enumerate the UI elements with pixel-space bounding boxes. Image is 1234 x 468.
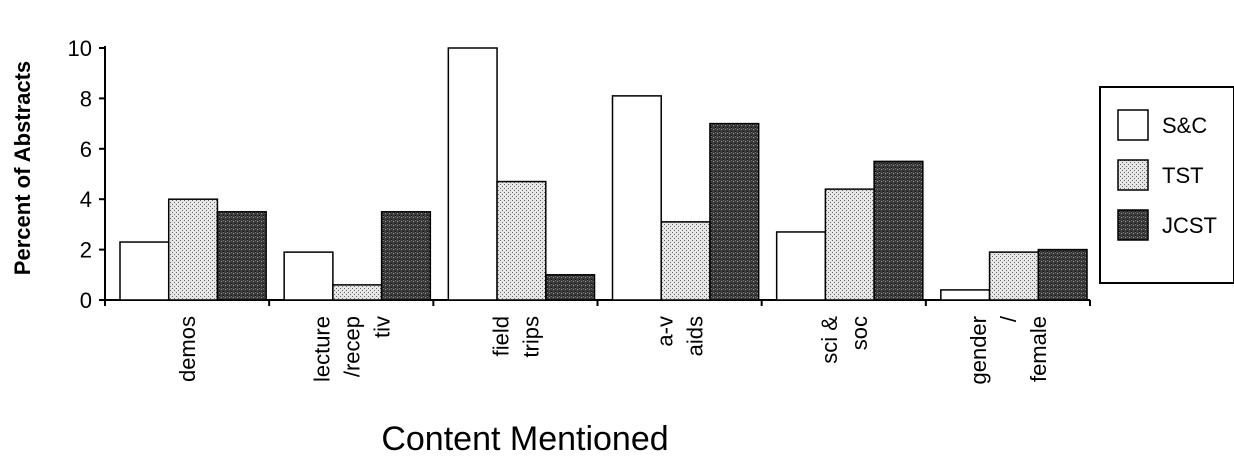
legend-swatch-sc [1118,110,1148,140]
bar-sc-0 [120,242,169,300]
x-category-label: / [996,315,1021,322]
y-tick-label: 10 [68,36,92,61]
bar-tst-5 [990,252,1039,300]
bar-tst-0 [169,199,218,300]
x-category-label: aids [683,316,708,356]
legend-label: TST [1162,163,1204,188]
y-tick-label: 0 [80,288,92,313]
y-tick-label: 6 [80,137,92,162]
bar-tst-3 [661,222,710,300]
x-category-label: female [1026,316,1051,382]
x-category-label: sci & [817,316,842,364]
bar-jcst-2 [546,275,595,300]
bar-jcst-5 [1038,250,1087,300]
y-tick-label: 8 [80,86,92,111]
bar-sc-2 [448,48,497,300]
x-category-label: soc [847,316,872,350]
x-category-label: trips [518,316,543,358]
legend-label: S&C [1162,113,1207,138]
x-category-label: field [488,316,513,356]
y-axis-title: Percent of Abstracts [10,61,35,275]
y-tick-label: 4 [80,187,92,212]
y-tick-label: 2 [80,238,92,263]
legend: S&C TST JCST [1100,87,1234,283]
bar-tst-4 [825,189,874,300]
x-category-label: lecture [309,316,334,382]
bar-jcst-0 [217,212,266,300]
bar-jcst-4 [874,161,923,300]
x-category-label: a-v [653,316,678,347]
bar-sc-4 [777,232,826,300]
legend-swatch-jcst [1118,210,1148,240]
bar-sc-5 [941,290,990,300]
bar-tst-1 [333,285,382,300]
x-axis-title: Content Mentioned [381,420,668,458]
bar-tst-2 [497,182,546,300]
bars [120,48,1087,300]
x-category-label: gender [966,316,991,385]
bar-jcst-3 [710,124,759,300]
x-category-label: /recep [339,316,364,377]
x-category-label: tiv [369,316,394,338]
bar-sc-3 [613,96,662,300]
legend-label: JCST [1162,213,1217,238]
bar-jcst-1 [382,212,431,300]
bar-sc-1 [284,252,333,300]
x-category-label: demos [175,316,200,382]
legend-swatch-tst [1118,160,1148,190]
